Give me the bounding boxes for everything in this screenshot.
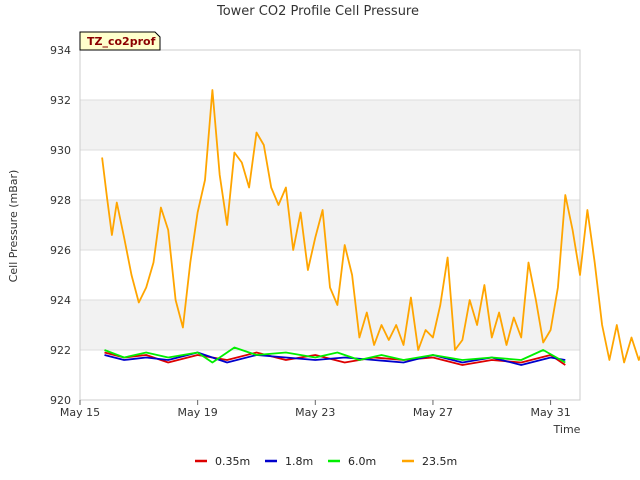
y-axis-title: Cell Pressure (mBar) xyxy=(7,170,20,283)
y-axis: 920 922 924 926 928 930 932 934 xyxy=(50,44,71,407)
y-tick-label: 934 xyxy=(50,44,71,57)
x-tick-label: May 15 xyxy=(60,406,100,419)
plot-bands xyxy=(80,50,580,400)
site-tag-box xyxy=(79,31,161,51)
plot-band xyxy=(80,100,580,150)
y-tick-label: 924 xyxy=(50,294,71,307)
x-tick-label: May 23 xyxy=(295,406,335,419)
plot-band xyxy=(80,300,580,350)
legend-label: 6.0m xyxy=(348,455,376,468)
y-tick-label: 926 xyxy=(50,244,71,257)
x-axis-title: Time xyxy=(553,423,581,436)
plot-frame xyxy=(79,49,581,401)
plot-band xyxy=(80,200,580,250)
y-tick-label: 922 xyxy=(50,344,71,357)
legend-label: 23.5m xyxy=(422,455,457,468)
legend-label: 1.8m xyxy=(285,455,313,468)
series-line-60m xyxy=(104,346,566,364)
y-tick-label: 928 xyxy=(50,194,71,207)
y-tick-label: 920 xyxy=(50,394,71,407)
x-tick-label: May 19 xyxy=(178,406,218,419)
plot-band xyxy=(80,250,580,300)
y-tick-label: 932 xyxy=(50,94,71,107)
site-tag: TZ_co2prof xyxy=(79,31,161,51)
plot-band xyxy=(80,50,580,100)
x-tick-label: May 31 xyxy=(530,406,570,419)
x-tick-label: May 27 xyxy=(413,406,453,419)
plot-band xyxy=(80,150,580,200)
legend: 0.35m 1.8m 6.0m 23.5m xyxy=(195,455,457,468)
series-layer xyxy=(101,89,640,366)
y-tick-label: 930 xyxy=(50,144,71,157)
series-line-235m xyxy=(101,89,640,364)
legend-label: 0.35m xyxy=(215,455,250,468)
chart-title: Tower CO2 Profile Cell Pressure xyxy=(216,4,419,19)
x-axis: May 15 May 19 May 23 May 27 May 31 xyxy=(60,400,571,419)
site-tag-label: TZ_co2prof xyxy=(87,35,156,48)
